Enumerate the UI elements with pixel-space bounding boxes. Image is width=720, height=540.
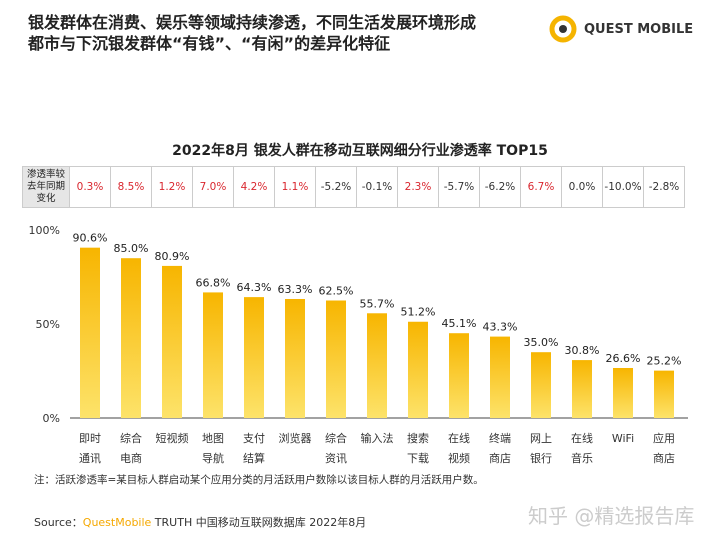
bar (326, 300, 346, 418)
data-label: 63.3% (278, 283, 313, 296)
category-label: 短视频 (156, 431, 189, 445)
table-cell: 2.3% (397, 166, 439, 208)
table-cell: 7.0% (192, 166, 234, 208)
bar (367, 313, 387, 418)
table-cell: 6.7% (520, 166, 562, 208)
category-label: 商店 (489, 451, 511, 465)
bar (572, 360, 592, 418)
watermark: 知乎 @精选报告库 (528, 504, 695, 528)
category-label: 在线 (448, 431, 470, 445)
data-label: 62.5% (319, 285, 354, 298)
table-cell: 0.0% (561, 166, 603, 208)
category-label: 资讯 (325, 452, 347, 465)
category-label: 应用 (653, 431, 675, 445)
data-label: 30.8% (565, 344, 600, 357)
bar (244, 297, 264, 418)
data-label: 66.8% (196, 276, 231, 289)
table-cell: -10.0% (602, 166, 644, 208)
title-line-1: 银发群体在消费、娱乐等领域持续渗透，不同生活发展环境形成 (28, 13, 477, 32)
category-label: 综合 (325, 431, 347, 445)
bar (121, 258, 141, 418)
logo-text: QUEST MOBILE (584, 21, 694, 37)
data-label: 90.6% (73, 232, 108, 245)
bar (80, 247, 100, 418)
category-label: 下载 (407, 452, 429, 465)
chart-title: 2022年8月 银发人群在移动互联网细分行业渗透率 TOP15 (172, 143, 548, 159)
category-label: 输入法 (361, 431, 394, 445)
category-label: 即时 (79, 432, 101, 445)
bar (654, 370, 674, 418)
category-label: WiFi (612, 432, 634, 445)
source-rest: TRUTH 中国移动互联网数据库 2022年8月 (151, 516, 367, 529)
data-label: 25.2% (647, 355, 682, 368)
category-label: 结算 (243, 451, 265, 465)
bar (408, 321, 428, 418)
y-tick-label: 50% (36, 318, 60, 331)
y-tick-label: 0% (43, 412, 60, 425)
title-line-2: 都市与下沉银发群体“有钱”、“有闲”的差异化特征 (28, 34, 391, 53)
category-label: 支付 (243, 432, 265, 445)
footnote: 注：活跃渗透率=某目标人群启动某个应用分类的月活跃用户数除以该目标人群的月活跃用… (34, 474, 484, 486)
category-label: 导航 (202, 451, 224, 465)
category-label: 视频 (448, 451, 470, 465)
quest-mobile-logo: QUEST MOBILE (548, 14, 693, 44)
data-label: 35.0% (524, 336, 559, 349)
source-brand: QuestMobile (82, 516, 152, 529)
category-label: 电商 (120, 451, 142, 465)
table-header: 渗透率较去年同期变化 (22, 166, 70, 208)
logo-icon (549, 15, 577, 43)
table-cell: 1.1% (274, 166, 316, 208)
category-label: 在线 (571, 431, 593, 445)
table-cell: 0.3% (69, 166, 111, 208)
category-label: 地图 (202, 432, 224, 445)
data-label: 80.9% (155, 250, 190, 263)
table-cell: -6.2% (479, 166, 521, 208)
category-label: 终端 (489, 431, 511, 445)
data-label: 45.1% (442, 317, 477, 330)
category-label: 综合 (120, 431, 142, 445)
category-label: 音乐 (571, 451, 593, 465)
data-label: 51.2% (401, 306, 436, 319)
category-label: 银行 (530, 451, 552, 465)
bar (449, 333, 469, 418)
table-cell: -5.2% (315, 166, 357, 208)
y-tick-label: 100% (29, 224, 60, 237)
yoy-change-table: 渗透率较去年同期变化 0.3% 8.5% 1.2% 7.0% 4.2% 1.1% -5.2%… (22, 166, 685, 208)
bar (490, 336, 510, 418)
bar (531, 352, 551, 418)
data-label: 64.3% (237, 281, 272, 294)
category-label: 搜索 (407, 431, 429, 445)
source: Source：QuestMobile TRUTH 中国移动互联网数据库 2022… (34, 514, 366, 530)
table-cell: 4.2% (233, 166, 275, 208)
category-label: 商店 (653, 451, 675, 465)
page-title: 银发群体在消费、娱乐等领域持续渗透，不同生活发展环境形成 都市与下沉银发群体“有… (28, 12, 476, 54)
data-label: 26.6% (606, 352, 641, 365)
table-cell: -2.8% (643, 166, 685, 208)
category-label: 网上 (530, 432, 552, 445)
bar (203, 292, 223, 418)
bar (285, 298, 305, 418)
bar (613, 367, 633, 418)
category-label: 浏览器 (279, 431, 312, 445)
source-prefix: Source： (34, 516, 83, 529)
bar (162, 265, 182, 418)
data-label: 85.0% (114, 242, 149, 255)
data-label: 55.7% (360, 297, 395, 310)
category-label: 通讯 (79, 452, 101, 465)
data-label: 43.3% (483, 321, 518, 334)
